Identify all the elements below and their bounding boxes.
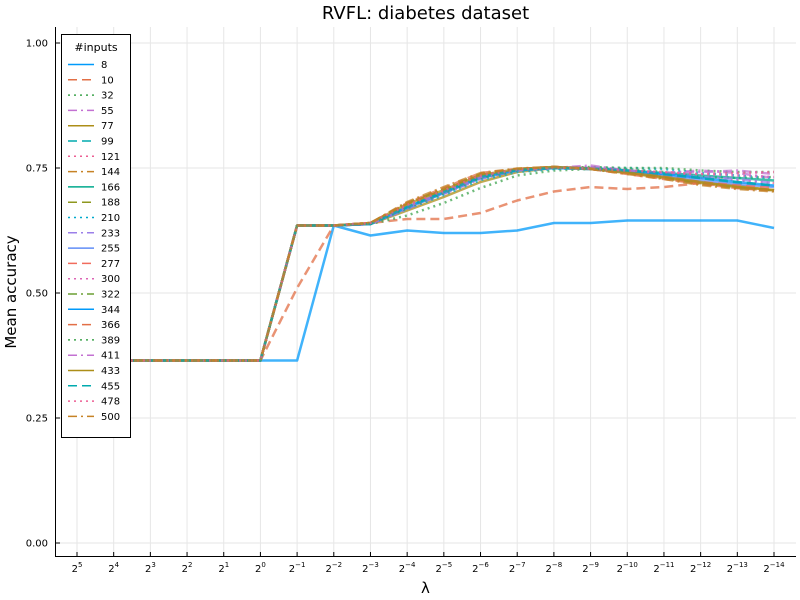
legend-label: 121 [101,152,120,163]
legend-label: 188 [101,198,120,209]
legend-label: 210 [101,213,120,224]
x-tick-label: 2−11 [653,561,674,575]
x-tick-label: 2−7 [509,561,526,575]
x-tick-label: 2−8 [546,561,563,575]
x-tick-labels: 25 24 23 22 21 20 2−1 2−2 2−3 2−4 2−5 2−6 2−7 2−8 2−9 2… [72,552,785,575]
y-tick-label: 0.00 [26,539,48,550]
legend-label: 233 [101,228,120,239]
x-tick-label: 21 [218,561,229,575]
legend-label: 344 [101,305,120,316]
legend-label: 277 [101,259,120,270]
legend-label: 10 [101,75,114,86]
y-tick-labels: 0.00 0.25 0.50 0.75 1.00 [26,39,60,550]
legend-label: 8 [101,60,107,71]
x-tick-label: 2−14 [763,561,785,575]
legend-label: 255 [101,244,120,255]
legend-label: 32 [101,91,114,102]
x-axis-label: λ [421,579,430,597]
x-tick-label: 2−3 [362,561,379,575]
x-tick-label: 23 [145,561,156,575]
legend-label: 322 [101,290,120,301]
x-tick-label: 2−1 [289,561,306,575]
series-line-478 [77,166,775,362]
legend-label: 411 [101,351,120,362]
legend-label: 55 [101,106,114,117]
series-line-500 [77,165,775,362]
x-tick-label: 2−12 [690,561,711,575]
legend-box [61,34,131,438]
legend-label: 500 [101,412,120,423]
legend-label: 99 [101,137,114,148]
legend: #inputs 8 10 32 55 77 99 121 144 166 188 210 233 255… [61,34,131,438]
x-tick-label: 20 [255,561,266,575]
x-tick-label: 22 [182,561,193,575]
y-axis-label: Mean accuracy [2,235,20,348]
x-tick-label: 2−10 [617,561,638,575]
legend-items: 8 10 32 55 77 99 121 144 166 188 210 233 255 277 300 32… [68,60,120,423]
x-tick-label: 2−4 [399,561,416,575]
legend-label: 389 [101,335,120,346]
legend-label: 433 [101,366,120,377]
x-tick-label: 24 [108,561,119,575]
x-tick-label: 2−13 [727,561,748,575]
legend-label: 77 [101,121,114,132]
series-lines [77,164,775,362]
x-tick-label: 25 [72,561,83,575]
y-tick-label: 0.50 [26,289,48,300]
gridlines [55,27,796,557]
legend-label: 366 [101,320,120,331]
axes [55,27,796,557]
x-tick-label: 2−2 [325,561,342,575]
y-tick-label: 1.00 [26,39,48,50]
legend-label: 478 [101,397,120,408]
y-tick-label: 0.75 [26,164,48,175]
y-tick-label: 0.25 [26,414,48,425]
x-tick-label: 2−9 [582,561,599,575]
chart-title: RVFL: diabetes dataset [322,3,529,24]
legend-title: #inputs [74,41,118,54]
x-tick-label: 2−6 [472,561,489,575]
legend-label: 455 [101,381,120,392]
x-tick-label: 2−5 [435,561,452,575]
legend-label: 144 [101,167,120,178]
legend-label: 300 [101,274,120,285]
legend-label: 166 [101,182,120,193]
